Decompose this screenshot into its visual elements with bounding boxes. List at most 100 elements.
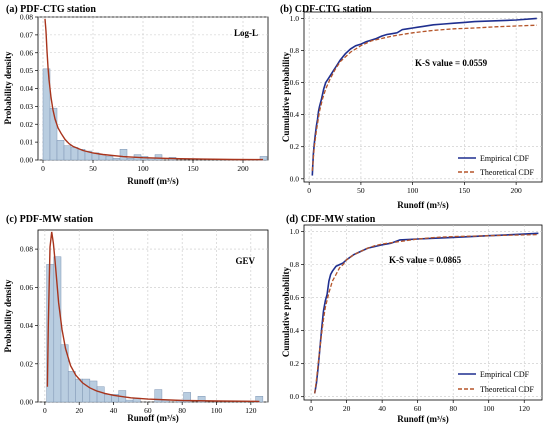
- fitted-pdf-curve: [46, 231, 260, 403]
- panel-b-ks-value: K-S value = 0.0559: [415, 58, 488, 68]
- panel-c-title: (c) PDF-MW station: [6, 214, 93, 225]
- y-tick-label: 0.08: [20, 245, 33, 254]
- y-tick-label: 0.00: [20, 156, 33, 165]
- panel-pdf-mw: (c) PDF-MW station 0 20 40 60 80 100 120 0.00 0.…: [3, 214, 269, 423]
- x-tick-label: 100: [483, 404, 495, 413]
- panel-d-x-axis-label: Runoff (m³/s): [397, 414, 448, 424]
- histogram-bar: [49, 107, 58, 161]
- y-tick-label: 1.0: [290, 14, 300, 23]
- panel-a-title: (a) PDF-CTG station: [6, 4, 96, 15]
- panel-d-legend-empirical-label: Empirical CDF: [480, 370, 530, 379]
- panel-d-ks-value: K-S value = 0.0865: [389, 255, 462, 265]
- x-tick-label: 150: [187, 164, 199, 173]
- x-tick-label: 120: [245, 406, 257, 415]
- y-tick-label: 0.2: [290, 142, 300, 151]
- histogram-bar: [259, 156, 268, 161]
- y-tick-label: 0.08: [20, 13, 33, 22]
- y-tick-label: 0.00: [20, 398, 33, 407]
- panel-c-frame: [37, 229, 269, 403]
- y-tick-label: 0.07: [20, 30, 33, 39]
- panel-d-frame: [303, 224, 543, 401]
- theoretical-cdf-line: [311, 24, 537, 171]
- panel-a-plot-area: [42, 18, 268, 161]
- panel-d-grid: [304, 225, 542, 400]
- y-tick-label: 0.06: [20, 48, 33, 57]
- x-tick-label: 100: [211, 406, 223, 415]
- panel-b-y-axis-label: Cumulative probability: [281, 51, 291, 142]
- x-tick-label: 40: [378, 404, 386, 413]
- panel-d-legend-theoretical-label: Theoretical CDF: [480, 385, 535, 394]
- x-tick-label: 80: [178, 406, 186, 415]
- x-tick-label: 200: [237, 164, 249, 173]
- y-tick-label: 0.03: [20, 102, 33, 111]
- y-tick-label: 0.4: [290, 110, 300, 119]
- panel-d-ticks: 0 20 40 60 80 100 120 0.0 0.2 0.4 0.6 0.8 1.0: [290, 227, 530, 413]
- y-tick-label: 0.05: [20, 66, 33, 75]
- panel-d-plot-area: [313, 232, 539, 394]
- panel-b-legend: Empirical CDF Theoretical CDF: [458, 154, 535, 177]
- panel-cdf-ctg: (b) CDF-CTG station 0 50 100 150 200 0.0 0.2 0.…: [280, 4, 543, 210]
- y-tick-label: 1.0: [290, 227, 300, 236]
- panel-b-frame: [303, 11, 543, 183]
- y-tick-label: 0.8: [290, 260, 300, 269]
- histogram-bar: [119, 149, 128, 161]
- y-tick-label: 0.6: [290, 78, 300, 87]
- panel-c-distribution-label: GEV: [235, 256, 255, 266]
- theoretical-cdf-line: [314, 233, 539, 394]
- panel-d-y-axis-label: Cumulative probability: [281, 266, 291, 357]
- histogram-bar: [112, 157, 121, 161]
- histogram-bar: [89, 380, 98, 403]
- panel-b-plot-area: [311, 17, 537, 176]
- histogram-bar: [126, 157, 135, 161]
- histogram-bar: [82, 378, 91, 403]
- x-tick-label: 20: [343, 404, 351, 413]
- x-tick-label: 60: [414, 404, 422, 413]
- x-tick-label: 150: [459, 186, 471, 195]
- panel-a-ticks: 0 50 100 150 200 0.00 0.01 0.02 0.03 0.04 0.05 0.06…: [20, 13, 249, 174]
- y-tick-label: 0.0: [290, 174, 300, 183]
- panel-c-y-axis-label: Probability density: [3, 279, 13, 353]
- x-tick-label: 0: [307, 186, 311, 195]
- histogram-bar: [70, 147, 79, 161]
- y-tick-label: 0.06: [20, 283, 33, 292]
- panel-b-legend-empirical-label: Empirical CDF: [480, 154, 530, 163]
- y-tick-label: 0.04: [20, 321, 33, 330]
- x-tick-label: 20: [75, 406, 83, 415]
- y-tick-label: 0.2: [290, 359, 300, 368]
- x-tick-label: 50: [357, 186, 365, 195]
- histogram-bar: [63, 145, 72, 161]
- histogram-bar: [125, 399, 134, 403]
- panel-pdf-ctg: (a) PDF-CTG station 0 50 100 150 200 0.00 0.01…: [3, 4, 269, 186]
- histogram-bar: [53, 256, 62, 403]
- panel-b-ticks: 0 50 100 150 200 0.0 0.2 0.4 0.6 0.8 1.0: [290, 14, 522, 195]
- histogram-bar: [96, 386, 105, 403]
- histogram-bar: [104, 394, 112, 403]
- histogram-bar: [183, 392, 192, 403]
- y-tick-label: 0.02: [20, 120, 33, 129]
- histogram-bar: [154, 389, 163, 403]
- y-tick-label: 0.02: [20, 359, 33, 368]
- fitted-pdf-curve: [44, 18, 264, 161]
- panel-b-grid: [304, 12, 542, 182]
- y-tick-label: 0.01: [20, 138, 33, 147]
- panel-b-legend-theoretical-label: Theoretical CDF: [480, 168, 535, 177]
- empirical-cdf-line: [311, 17, 537, 176]
- x-tick-label: 100: [137, 164, 149, 173]
- panel-c-grid: [38, 230, 268, 403]
- x-tick-label: 120: [519, 404, 531, 413]
- y-tick-label: 0.6: [290, 293, 300, 302]
- y-tick-label: 0.0: [290, 392, 300, 401]
- histogram-bar: [154, 154, 163, 161]
- y-tick-label: 0.4: [290, 326, 300, 335]
- panel-a-frame: [37, 16, 269, 161]
- histogram-bar: [105, 156, 114, 161]
- histogram-bar: [98, 154, 107, 161]
- y-tick-label: 0.8: [290, 46, 300, 55]
- histogram-bar: [197, 396, 206, 403]
- x-tick-label: 80: [449, 404, 457, 413]
- x-tick-label: 200: [511, 186, 523, 195]
- panel-c-ticks: 0 20 40 60 80 100 120 0.00 0.02 0.04 0.06 0.08: [20, 245, 257, 415]
- x-tick-label: 50: [89, 164, 97, 173]
- x-tick-label: 60: [144, 406, 152, 415]
